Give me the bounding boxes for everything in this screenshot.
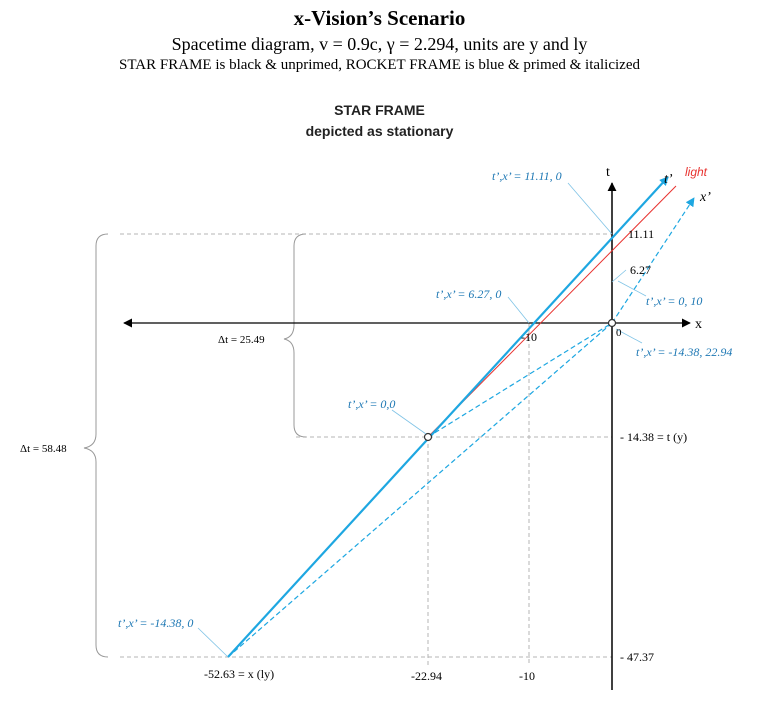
t-prime-axis-label: t’ [664, 172, 673, 187]
leader-e-0-0 [391, 409, 427, 435]
interval-dt-large: Δt = 58.48 [20, 443, 67, 455]
diagram-subtitle: Spacetime diagram, v = 0.9c, γ = 2.294, … [171, 34, 588, 54]
event-label-11-11: t’,x’ = 11.11, 0 [492, 169, 562, 183]
brace-dt-large [83, 233, 109, 658]
star-frame-label: STAR FRAME [334, 102, 425, 118]
t-tick-neg-14-38: - 14.38 = t (y) [620, 430, 687, 444]
t-axis-label: t [606, 165, 610, 180]
interval-dt-small: Δt = 25.49 [218, 334, 265, 346]
t-tick-6-27: 6.27 [630, 263, 651, 277]
leader-tick-6-27 [611, 269, 627, 283]
t-prime-worldline [227, 176, 669, 658]
leader-e-neg-14-38-22-94 [615, 328, 643, 344]
event-label-neg-14-38-0: t’,x’ = -14.38, 0 [118, 616, 193, 630]
x-tick-neg-10-lower: -10 [519, 669, 535, 683]
x-prime-axis-label: x’ [699, 190, 711, 205]
leader-lines [197, 182, 647, 658]
light-label: light [685, 165, 708, 179]
guide-lines [120, 233, 612, 665]
brace-dt-small [283, 233, 307, 438]
diagram-title: x-Vision’s Scenario [293, 6, 466, 30]
frame-legend-note: STAR FRAME is black & unprimed, ROCKET F… [119, 57, 640, 73]
event-label-neg-14-38-22-94: t’,x’ = -14.38, 22.94 [636, 345, 732, 359]
leader-e-0-10 [617, 280, 647, 297]
event-rocket-origin [423, 432, 433, 442]
x-prime-parallel-upper [427, 322, 613, 438]
x-prime-parallel-lower [227, 322, 613, 658]
leader-e-6-27 [507, 296, 530, 324]
event-label-0-10: t’,x’ = 0, 10 [646, 294, 702, 308]
t-tick-11-11: 11.11 [628, 227, 654, 241]
x-tick-neg-52-63: -52.63 = x (ly) [204, 667, 274, 681]
leader-e-neg-14-38-0 [197, 627, 229, 658]
origin-label: 0 [616, 327, 622, 339]
x-tick-neg-10-upper: -10 [521, 330, 537, 344]
star-frame-sublabel: depicted as stationary [305, 123, 454, 139]
x-prime-axis [611, 197, 695, 324]
x-axis-label: x [695, 317, 702, 332]
x-tick-neg-22-94: -22.94 [411, 669, 442, 683]
leader-e-11-11 [567, 182, 613, 235]
event-label-0-0: t’,x’ = 0,0 [348, 397, 395, 411]
t-tick-neg-47-37: - 47.37 [620, 650, 654, 664]
event-label-6-27: t’,x’ = 6.27, 0 [436, 287, 501, 301]
event-origin [607, 318, 617, 328]
